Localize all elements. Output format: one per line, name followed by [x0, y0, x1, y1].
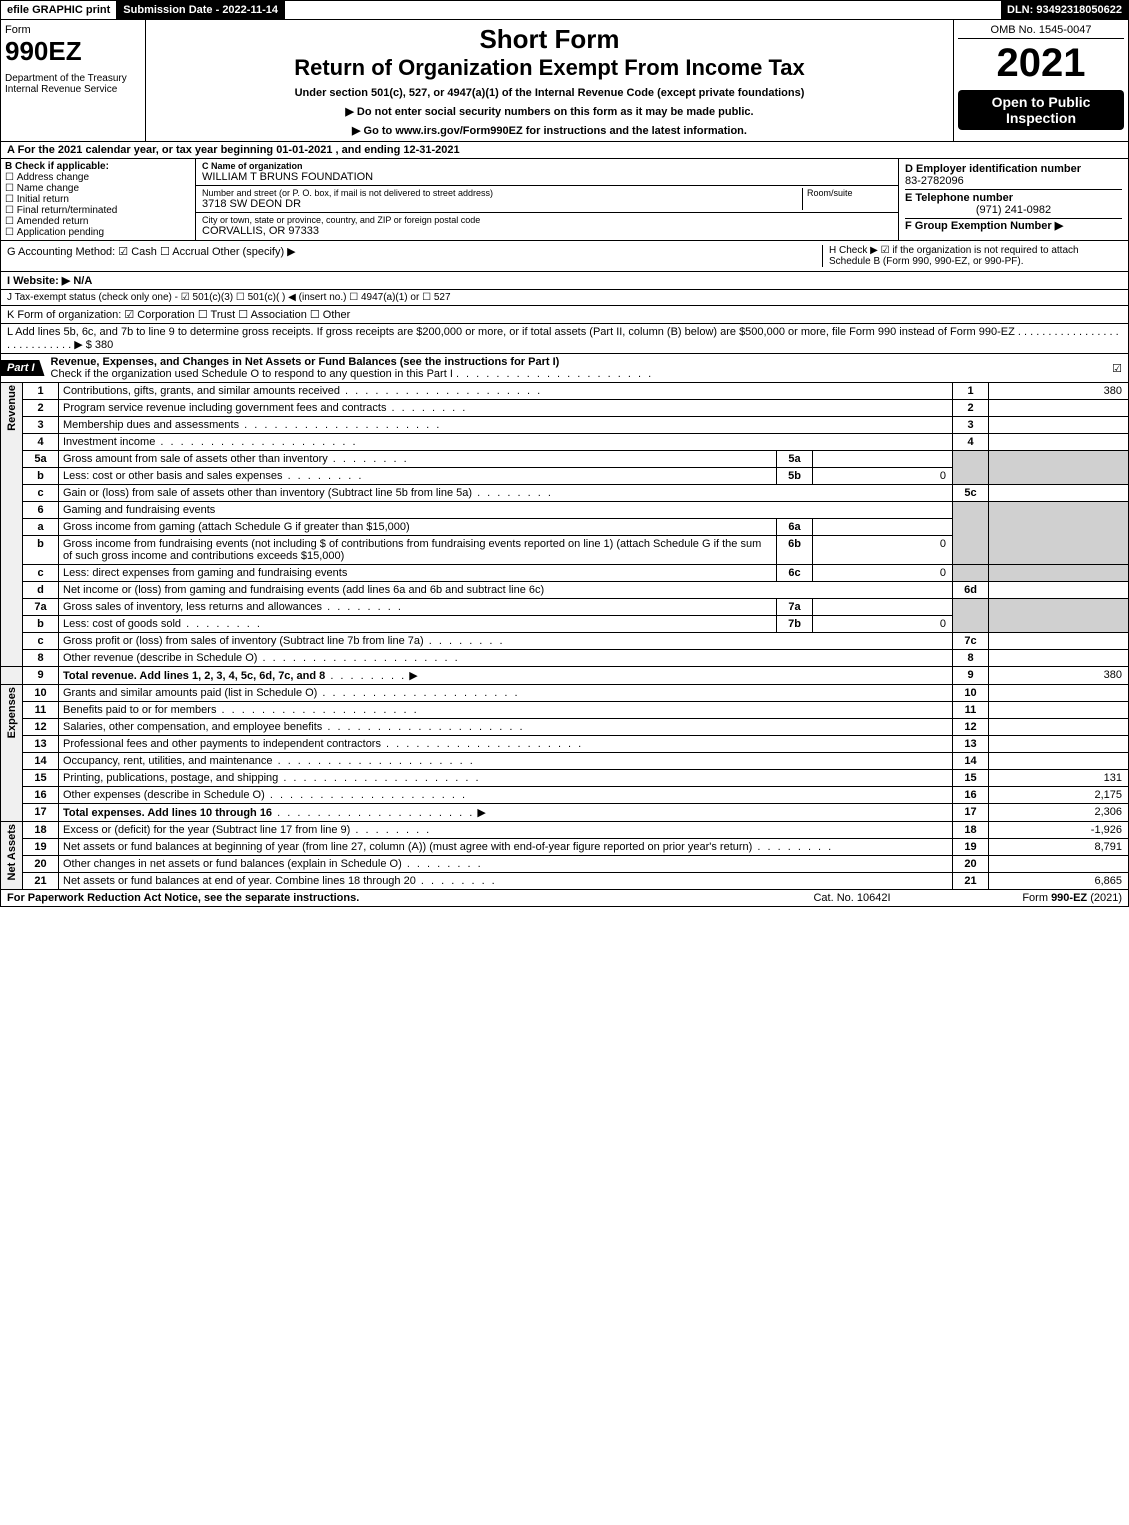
group-exempt-label: F Group Exemption Number ▶	[905, 220, 1063, 232]
col-b-checkboxes: B Check if applicable: ☐ Address change …	[1, 159, 196, 240]
line-6d: dNet income or (loss) from gaming and fu…	[1, 582, 1129, 599]
submission-date: Submission Date - 2022-11-14	[117, 1, 285, 19]
form-number: 990EZ	[5, 36, 141, 67]
chk-amended[interactable]: ☐	[5, 216, 17, 227]
val-18: -1,926	[989, 822, 1129, 839]
part-1-header: Part I Revenue, Expenses, and Changes in…	[0, 354, 1129, 383]
paperwork-notice: For Paperwork Reduction Act Notice, see …	[7, 892, 742, 904]
line-i: I Website: ▶ N/A	[0, 272, 1129, 290]
col-d-idents: D Employer identification number83-27820…	[898, 159, 1128, 240]
val-19: 8,791	[989, 839, 1129, 856]
val-16: 2,175	[989, 787, 1129, 804]
main-title: Return of Organization Exempt From Incom…	[154, 55, 945, 81]
line-18: Net Assets 18Excess or (deficit) for the…	[1, 822, 1129, 839]
line-19: 19Net assets or fund balances at beginni…	[1, 839, 1129, 856]
form-ref: Form 990-EZ (2021)	[962, 892, 1122, 904]
page-footer: For Paperwork Reduction Act Notice, see …	[0, 890, 1129, 907]
subtitle: Under section 501(c), 527, or 4947(a)(1)…	[154, 87, 945, 99]
col-c-org: C Name of organization WILLIAM T BRUNS F…	[196, 159, 898, 240]
part-1-title: Revenue, Expenses, and Changes in Net As…	[51, 356, 560, 368]
line-1: Revenue 1 Contributions, gifts, grants, …	[1, 383, 1129, 400]
line-k: K Form of organization: ☑ Corporation ☐ …	[0, 306, 1129, 324]
ein-value: 83-2782096	[905, 175, 964, 187]
part-1-tab: Part I	[1, 360, 45, 376]
col-b-header: B Check if applicable:	[5, 161, 109, 172]
line-h: H Check ▶ ☑ if the organization is not r…	[822, 245, 1122, 267]
line-15: 15Printing, publications, postage, and s…	[1, 770, 1129, 787]
dln-label: DLN: 93492318050622	[1001, 1, 1128, 19]
chk-final[interactable]: ☐	[5, 205, 17, 216]
tax-year: 2021	[958, 41, 1124, 86]
line-7c: cGross profit or (loss) from sales of in…	[1, 633, 1129, 650]
chk-address[interactable]: ☐	[5, 172, 17, 183]
line-6: 6Gaming and fundraising events	[1, 502, 1129, 519]
line-20: 20Other changes in net assets or fund ba…	[1, 856, 1129, 873]
top-bar: efile GRAPHIC print Submission Date - 20…	[0, 0, 1129, 20]
goto-link[interactable]: ▶ Go to www.irs.gov/Form990EZ for instru…	[154, 124, 945, 137]
net-side-label: Net Assets	[1, 822, 23, 890]
line-7a: 7aGross sales of inventory, less returns…	[1, 599, 1129, 616]
tel-value: (971) 241-0982	[905, 204, 1122, 216]
line-21: 21Net assets or fund balances at end of …	[1, 873, 1129, 890]
val-17: 2,306	[989, 804, 1129, 822]
line-5c: cGain or (loss) from sale of assets othe…	[1, 485, 1129, 502]
org-name-label: C Name of organization	[202, 161, 303, 171]
street-address: 3718 SW DEON DR	[202, 198, 802, 210]
chk-pending[interactable]: ☐	[5, 227, 17, 238]
line-6c: cLess: direct expenses from gaming and f…	[1, 565, 1129, 582]
line-2: 2Program service revenue including gover…	[1, 400, 1129, 417]
line-14: 14Occupancy, rent, utilities, and mainte…	[1, 753, 1129, 770]
val-9: 380	[989, 667, 1129, 685]
efile-label[interactable]: efile GRAPHIC print	[1, 1, 117, 19]
line-12: 12Salaries, other compensation, and empl…	[1, 719, 1129, 736]
expenses-side-label: Expenses	[1, 685, 23, 822]
entity-block: B Check if applicable: ☐ Address change …	[0, 159, 1129, 241]
val-21: 6,865	[989, 873, 1129, 890]
line-16: 16Other expenses (describe in Schedule O…	[1, 787, 1129, 804]
val-15: 131	[989, 770, 1129, 787]
chk-initial[interactable]: ☐	[5, 194, 17, 205]
city-value: CORVALLIS, OR 97333	[202, 225, 892, 237]
form-word: Form	[5, 24, 141, 36]
chk-name[interactable]: ☐	[5, 183, 17, 194]
ein-label: D Employer identification number	[905, 163, 1081, 175]
omb-number: OMB No. 1545-0047	[958, 24, 1124, 39]
part-1-table: Revenue 1 Contributions, gifts, grants, …	[0, 383, 1129, 890]
line-g: G Accounting Method: ☑ Cash ☐ Accrual Ot…	[7, 245, 822, 267]
part-1-checkbox[interactable]: ☑	[1106, 360, 1128, 377]
line-11: 11Benefits paid to or for members11	[1, 702, 1129, 719]
line-a: A For the 2021 calendar year, or tax yea…	[0, 142, 1129, 159]
addr-label: Number and street (or P. O. box, if mail…	[202, 188, 802, 198]
line-10: Expenses 10Grants and similar amounts pa…	[1, 685, 1129, 702]
ssn-warning: ▶ Do not enter social security numbers o…	[154, 105, 945, 118]
line-9: 9Total revenue. Add lines 1, 2, 3, 4, 5c…	[1, 667, 1129, 685]
line-l: L Add lines 5b, 6c, and 7b to line 9 to …	[0, 324, 1129, 354]
line-8: 8Other revenue (describe in Schedule O)8	[1, 650, 1129, 667]
open-to-public: Open to Public Inspection	[958, 90, 1124, 130]
val-1: 380	[989, 383, 1129, 400]
line-4: 4Investment income4	[1, 434, 1129, 451]
line-13: 13Professional fees and other payments t…	[1, 736, 1129, 753]
line-3: 3Membership dues and assessments3	[1, 417, 1129, 434]
row-gh: G Accounting Method: ☑ Cash ☐ Accrual Ot…	[0, 241, 1129, 272]
revenue-side-label: Revenue	[1, 383, 23, 667]
city-label: City or town, state or province, country…	[202, 215, 892, 225]
tel-label: E Telephone number	[905, 192, 1013, 204]
part-1-check-line: Check if the organization used Schedule …	[51, 368, 453, 380]
cat-no: Cat. No. 10642I	[742, 892, 962, 904]
org-name: WILLIAM T BRUNS FOUNDATION	[202, 171, 892, 183]
line-17: 17Total expenses. Add lines 10 through 1…	[1, 804, 1129, 822]
room-label: Room/suite	[807, 188, 892, 198]
dept-label: Department of the Treasury Internal Reve…	[5, 73, 141, 95]
line-j: J Tax-exempt status (check only one) - ☑…	[0, 290, 1129, 306]
line-5a: 5aGross amount from sale of assets other…	[1, 451, 1129, 468]
short-form-title: Short Form	[154, 24, 945, 55]
form-header: Form 990EZ Department of the Treasury In…	[0, 20, 1129, 142]
